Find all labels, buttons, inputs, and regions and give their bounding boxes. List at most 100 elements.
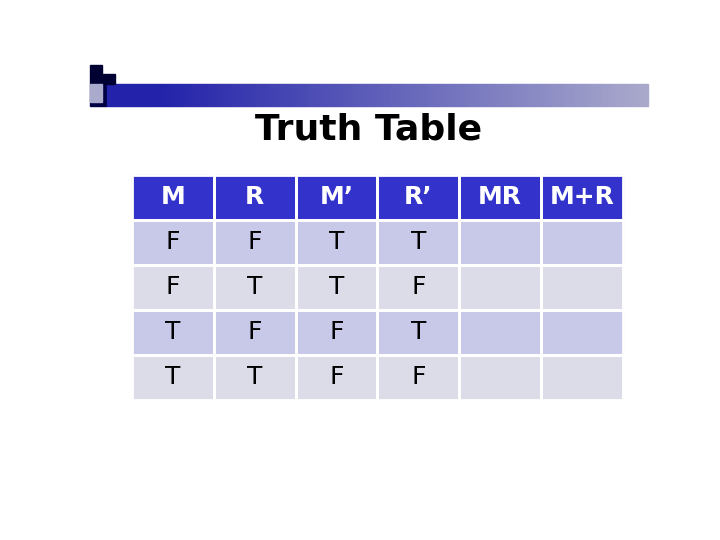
Bar <box>541 265 623 310</box>
Bar <box>214 220 295 265</box>
Text: R: R <box>245 185 264 210</box>
Bar <box>383 84 386 106</box>
Text: MR: MR <box>478 185 522 210</box>
Bar <box>541 355 623 400</box>
Bar <box>581 84 584 106</box>
Bar <box>218 84 221 106</box>
Bar <box>249 84 252 106</box>
Bar <box>408 84 411 106</box>
Bar <box>556 84 559 106</box>
Bar <box>374 84 377 106</box>
Bar <box>508 84 511 106</box>
Bar <box>214 265 295 310</box>
Bar <box>196 84 199 106</box>
Bar <box>541 310 623 355</box>
Bar <box>90 84 93 106</box>
Bar <box>495 84 498 106</box>
Bar <box>436 84 438 106</box>
Bar <box>327 84 330 106</box>
Bar <box>129 84 132 106</box>
Bar <box>467 84 469 106</box>
Text: F: F <box>166 231 180 254</box>
Bar <box>214 265 295 310</box>
Bar <box>639 84 642 106</box>
Bar <box>295 265 377 310</box>
Bar <box>295 175 377 220</box>
Bar <box>277 84 280 106</box>
Bar <box>324 84 327 106</box>
Bar <box>386 84 389 106</box>
Bar <box>472 84 475 106</box>
Bar <box>101 84 104 106</box>
Bar <box>224 84 227 106</box>
Bar <box>132 355 214 400</box>
Bar <box>102 75 114 84</box>
Bar <box>344 84 347 106</box>
Bar <box>416 84 419 106</box>
Text: Truth Table: Truth Table <box>256 112 482 146</box>
Bar <box>534 84 536 106</box>
Bar <box>542 84 545 106</box>
Text: T: T <box>329 231 344 254</box>
Bar <box>295 220 377 265</box>
Bar <box>498 84 500 106</box>
Text: F: F <box>411 365 426 389</box>
Bar <box>214 310 295 355</box>
Bar <box>214 175 295 220</box>
Bar <box>349 84 352 106</box>
Bar <box>361 84 364 106</box>
Bar <box>392 84 394 106</box>
Bar <box>623 84 626 106</box>
Bar <box>431 84 433 106</box>
Bar <box>121 84 124 106</box>
Bar <box>307 84 310 106</box>
Text: F: F <box>166 275 180 299</box>
Bar <box>145 84 148 106</box>
Bar <box>204 84 207 106</box>
Bar <box>489 84 492 106</box>
Bar <box>163 84 166 106</box>
Bar <box>174 84 176 106</box>
Bar <box>459 265 541 310</box>
Bar <box>171 84 174 106</box>
Bar <box>478 84 481 106</box>
Bar <box>500 84 503 106</box>
Bar <box>366 84 369 106</box>
Bar <box>419 84 422 106</box>
Bar <box>600 84 603 106</box>
Text: F: F <box>329 320 343 344</box>
Bar <box>118 84 121 106</box>
Bar <box>214 355 295 400</box>
Bar <box>333 84 336 106</box>
Text: M: M <box>161 185 185 210</box>
Bar <box>260 84 263 106</box>
Bar <box>132 265 214 310</box>
Bar <box>631 84 634 106</box>
Bar <box>615 84 617 106</box>
Bar <box>285 84 288 106</box>
Bar <box>584 84 587 106</box>
Bar <box>441 84 444 106</box>
Bar <box>377 84 380 106</box>
Bar <box>302 84 305 106</box>
Bar <box>464 84 467 106</box>
Bar <box>316 84 319 106</box>
Bar <box>425 84 428 106</box>
Bar <box>469 84 472 106</box>
Bar <box>132 84 135 106</box>
Bar <box>433 84 436 106</box>
Text: F: F <box>411 275 426 299</box>
Text: F: F <box>248 320 262 344</box>
Bar <box>151 84 154 106</box>
Bar <box>541 175 623 220</box>
Bar <box>240 84 243 106</box>
Bar <box>124 84 126 106</box>
Bar <box>520 84 523 106</box>
Text: T: T <box>410 231 426 254</box>
Bar <box>438 84 441 106</box>
Bar <box>377 355 459 400</box>
Bar <box>300 84 302 106</box>
Text: R’: R’ <box>404 185 433 210</box>
Bar <box>459 220 541 265</box>
Bar <box>617 84 620 106</box>
